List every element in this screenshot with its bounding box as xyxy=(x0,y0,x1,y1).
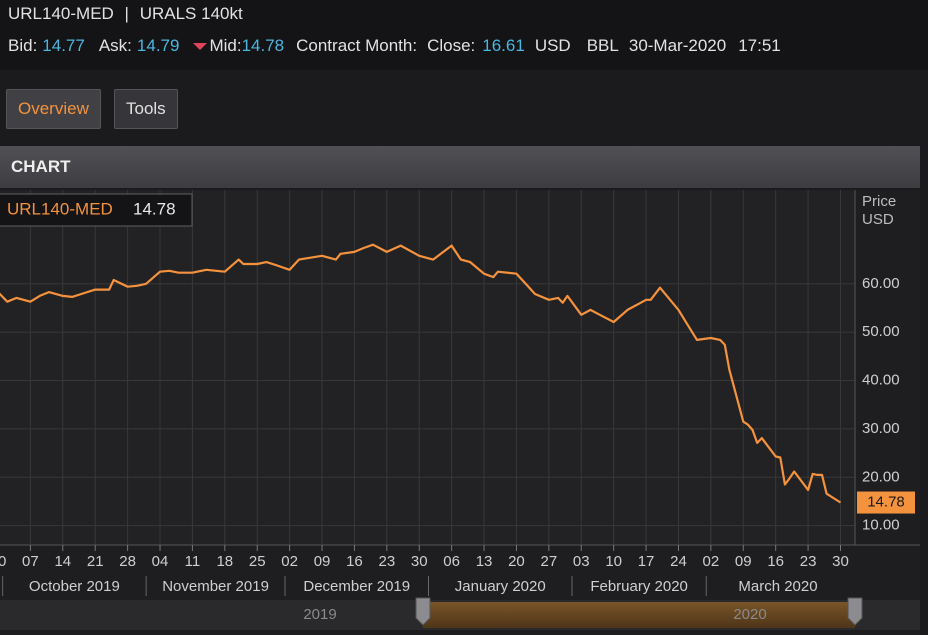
symbol: URL140-MED xyxy=(8,4,114,23)
bid: 14.77 xyxy=(42,36,85,55)
x-tick-label: 16 xyxy=(767,553,784,570)
legend xyxy=(0,193,193,227)
x-tick-label: 09 xyxy=(735,553,752,570)
x-tick-label: 17 xyxy=(638,553,655,570)
month-label: March 2020 xyxy=(738,578,817,595)
bid-label: Bid: xyxy=(8,36,38,55)
x-tick-label: 20 xyxy=(508,553,525,570)
x-tick-label: 23 xyxy=(800,553,817,570)
legend-value: 14.78 xyxy=(133,199,176,218)
navigator-label: 2020 xyxy=(733,606,766,623)
y-tick-label: 60.00 xyxy=(862,275,900,292)
contract-month-label: Contract Month: xyxy=(296,36,418,55)
close: 16.61 xyxy=(482,36,525,55)
separator: | xyxy=(124,4,129,23)
date: 30-Mar-2020 xyxy=(628,36,727,55)
x-tick-label: 02 xyxy=(703,553,720,570)
x-tick-label: 13 xyxy=(476,553,493,570)
month-label: December 2019 xyxy=(303,578,410,595)
x-tick-label: 30 xyxy=(832,553,849,570)
x-tick-label: 18 xyxy=(216,553,233,570)
mid-label: Mid: xyxy=(209,36,242,55)
plot-area xyxy=(0,190,855,545)
last-value-tag xyxy=(857,491,915,514)
title-line: URL140-MED | URALS 140kt xyxy=(8,4,243,24)
quote-line: Bid: 14.77 Ask: 14.79 Mid: 14.78 Contrac… xyxy=(8,36,781,56)
x-tick-label: 14 xyxy=(54,553,71,570)
chart: 2019 2020 URL140-MED 14.78 10.00 20.00 30.… xyxy=(0,190,920,635)
x-tick-label: 25 xyxy=(249,553,266,570)
unit: BBL xyxy=(586,36,619,55)
y-axis-title: Price USD xyxy=(862,193,897,228)
x-tick-label: 10 xyxy=(605,553,622,570)
x-tick-label: 11 xyxy=(185,553,201,570)
down-indicator xyxy=(193,43,208,50)
y-tick-label: 10.00 xyxy=(862,517,900,534)
x-tick-label: 24 xyxy=(670,553,687,570)
y-tick-label: 40.00 xyxy=(862,372,900,389)
month-label: February 2020 xyxy=(590,578,688,595)
close-label: Close: xyxy=(427,36,476,55)
tab-tools[interactable]: Tools xyxy=(114,89,178,129)
x-tick-label: 21 xyxy=(87,553,104,570)
x-tick-label: 16 xyxy=(346,553,363,570)
x-tick-label: 23 xyxy=(378,553,395,570)
x-tick-label: 09 xyxy=(314,553,331,570)
month-label: November 2019 xyxy=(162,578,269,595)
ask-label: Ask: xyxy=(98,36,132,55)
section-title: CHART xyxy=(0,146,920,188)
x-tick-label: 02 xyxy=(281,553,298,570)
x-tick-label: 06 xyxy=(443,553,460,570)
x-tick-label: 04 xyxy=(152,553,169,570)
y-tick-label: 30.00 xyxy=(862,420,900,437)
x-tick-label: 27 xyxy=(541,553,558,570)
x-tick-label: 03 xyxy=(573,553,590,570)
legend-name: URL140-MED xyxy=(7,199,113,218)
x-tick-label: 07 xyxy=(22,553,39,570)
navigator-handle[interactable] xyxy=(847,597,863,626)
instrument-name: URALS 140kt xyxy=(139,4,243,23)
ask: 14.79 xyxy=(136,36,180,55)
month-label: January 2020 xyxy=(455,578,546,595)
navigator-label: 2019 xyxy=(303,606,336,623)
time: 17:51 xyxy=(738,36,781,55)
navigator-handle[interactable] xyxy=(415,597,431,626)
y-tick-label: 50.00 xyxy=(862,323,900,340)
price-line xyxy=(0,243,842,504)
y-tick-label: 20.00 xyxy=(862,468,900,485)
navigator-range[interactable] xyxy=(423,602,855,628)
last-value-label: 14.78 xyxy=(867,494,905,511)
x-tick-label: 30 xyxy=(411,553,428,570)
mid: 14.78 xyxy=(241,36,285,55)
header-bar xyxy=(0,0,928,70)
x-tick-label: 30 xyxy=(0,553,6,570)
month-label: October 2019 xyxy=(29,578,120,595)
tab-overview[interactable]: Overview xyxy=(6,89,101,129)
currency: USD xyxy=(534,36,571,55)
x-tick-label: 28 xyxy=(119,553,136,570)
